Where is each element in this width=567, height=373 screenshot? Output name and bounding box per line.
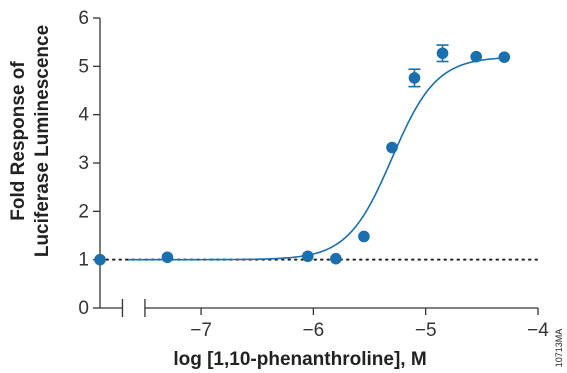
data-point (386, 141, 398, 154)
y-axis-title: Fold Response of Luciferase Luminescence (8, 25, 53, 257)
data-point (498, 51, 511, 63)
x-axis-title: log [1,10-phenanthroline], M (173, 349, 426, 370)
y-tick-label: 1 (78, 250, 89, 271)
fit-curve (128, 57, 505, 261)
data-point (330, 252, 342, 265)
y-axis-title-line-2: Luciferase Luminescence (32, 25, 53, 257)
y-axis-title-line-1: Fold Response of (8, 61, 29, 221)
data-point (161, 251, 174, 264)
data-point (470, 50, 483, 63)
data-point (301, 250, 314, 263)
x-tick-label: −6 (303, 320, 325, 341)
y-tick-label: 0 (78, 298, 89, 319)
figure-code-label: 10713MA (554, 329, 564, 368)
data-point (436, 47, 449, 60)
y-tick-label: 5 (78, 56, 89, 77)
data-point (94, 253, 106, 266)
data-point (358, 230, 370, 243)
fitted-curve-layer (128, 57, 505, 261)
tick-labels: 0 1 2 3 4 5 6 −7 −6 −5 −4 (78, 8, 549, 341)
y-tick-label: 2 (78, 201, 89, 222)
y-tick-label: 4 (78, 105, 89, 126)
y-tick-label: 3 (78, 153, 89, 174)
x-tick-label: −5 (415, 320, 437, 341)
axes (93, 17, 539, 317)
x-tick-label: −4 (527, 320, 549, 341)
data-points (94, 44, 511, 266)
data-point (408, 72, 421, 84)
x-tick-label: −7 (190, 320, 212, 341)
y-tick-label: 6 (78, 8, 89, 29)
